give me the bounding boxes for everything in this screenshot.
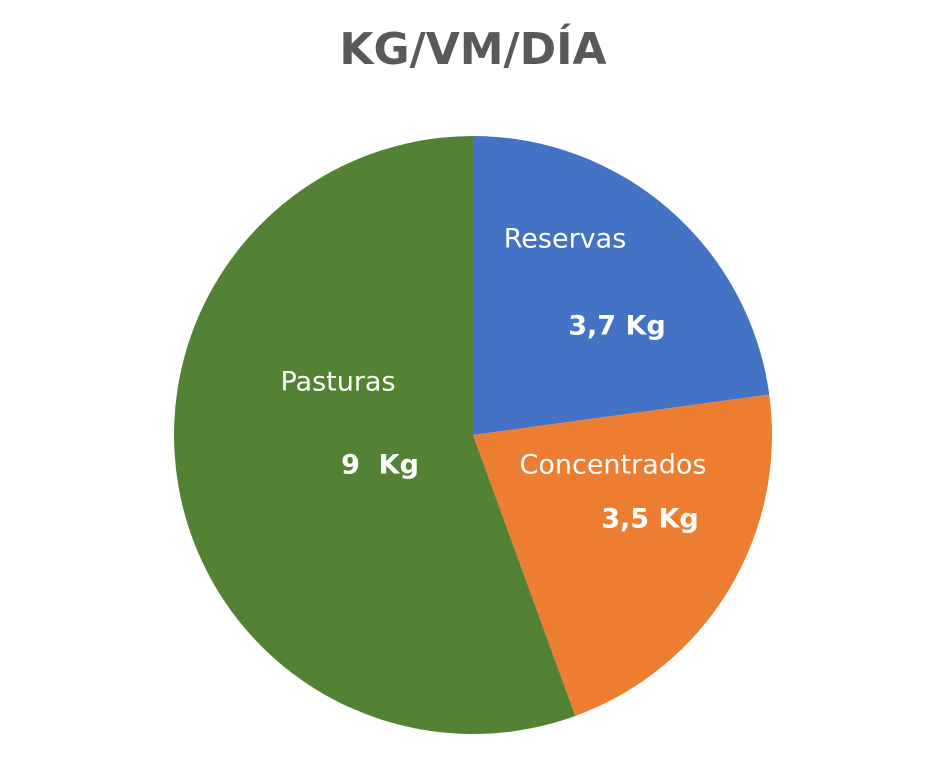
category-label: Concentrados (519, 450, 706, 481)
value-label: 9 Kg (341, 450, 419, 481)
pie-slice (473, 136, 770, 435)
chart-title: KG/VM/DÍA (339, 22, 606, 75)
category-label: Reservas (504, 224, 627, 255)
pie-slice (473, 394, 772, 716)
value-label: 3,5 Kg (601, 504, 698, 535)
pie-slice (173, 136, 576, 734)
category-label: Pasturas (280, 367, 395, 398)
value-label: 3,7 Kg (568, 311, 665, 342)
